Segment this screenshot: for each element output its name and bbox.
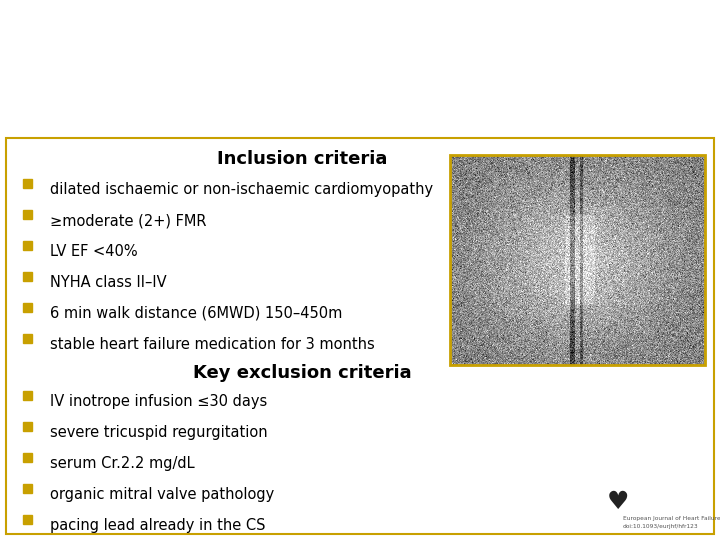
Text: IV inotrope infusion ≤30 days: IV inotrope infusion ≤30 days	[50, 394, 267, 409]
Bar	[23, 272, 32, 281]
Text: ♥: ♥	[607, 490, 629, 514]
Bar	[23, 303, 32, 312]
Bar	[450, 155, 705, 365]
Bar	[23, 334, 32, 343]
Text: 6 min walk distance (6MWD) 150–450m: 6 min walk distance (6MWD) 150–450m	[50, 306, 343, 321]
Text: ≥moderate (2+) FMR: ≥moderate (2+) FMR	[50, 213, 207, 228]
Text: serum Cr.2.2 mg/dL: serum Cr.2.2 mg/dL	[50, 456, 194, 471]
Text: percutaneous annuloplasty: results of the TITAN: percutaneous annuloplasty: results of th…	[10, 54, 656, 78]
Text: pacing lead already in the CS: pacing lead already in the CS	[50, 518, 266, 533]
Bar	[23, 484, 32, 493]
Text: Inclusion criteria: Inclusion criteria	[217, 150, 387, 168]
Text: European Journal of Heart Failure: European Journal of Heart Failure	[623, 516, 720, 521]
Bar	[23, 179, 32, 188]
Text: doi:10.1093/eurjhf/hfr123: doi:10.1093/eurjhf/hfr123	[623, 524, 698, 529]
Text: Treatment of functional mitral regurgitation by: Treatment of functional mitral regurgita…	[10, 8, 639, 32]
Text: Trial: Trial	[10, 100, 67, 124]
Text: NYHA class II–IV: NYHA class II–IV	[50, 275, 166, 290]
Bar	[23, 515, 32, 524]
Bar	[23, 210, 32, 219]
Text: dilated ischaemic or non-ischaemic cardiomyopathy: dilated ischaemic or non-ischaemic cardi…	[50, 182, 433, 197]
Text: Tomasz Siminiak , Justina C. Wu , Michael Haude , Uta C. Hoppe , Jerzy Sadowski : Tomasz Siminiak , Justina C. Wu , Michae…	[120, 100, 446, 137]
Text: Key exclusion criteria: Key exclusion criteria	[193, 364, 412, 382]
Bar	[23, 453, 32, 462]
Text: stable heart failure medication for 3 months: stable heart failure medication for 3 mo…	[50, 337, 374, 352]
Text: organic mitral valve pathology: organic mitral valve pathology	[50, 487, 274, 502]
Text: LV EF <40%: LV EF <40%	[50, 244, 138, 259]
Bar	[23, 241, 32, 250]
Bar	[23, 422, 32, 431]
Text: severe tricuspid regurgitation: severe tricuspid regurgitation	[50, 425, 268, 440]
Bar	[23, 391, 32, 400]
